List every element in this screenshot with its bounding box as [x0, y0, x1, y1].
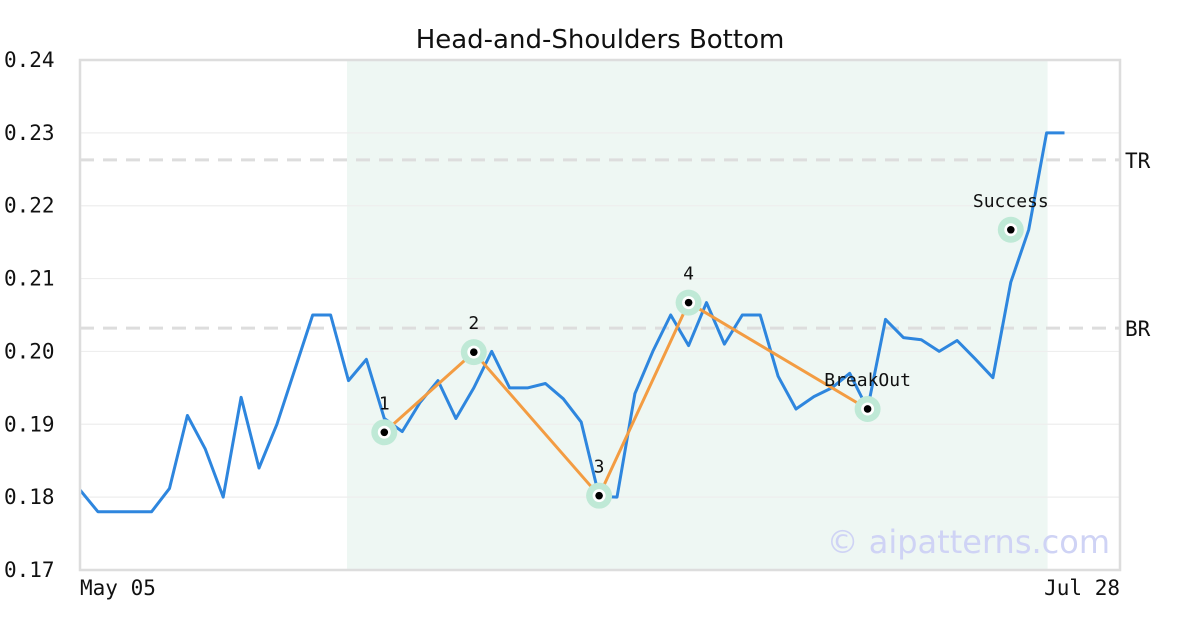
reference-line-label: TR [1125, 149, 1151, 173]
y-tick-label: 0.22 [4, 194, 55, 218]
watermark: © aipatterns.com [827, 523, 1110, 561]
y-tick-label: 0.21 [4, 267, 55, 291]
x-tick-label: Jul 28 [1044, 576, 1120, 600]
y-tick-label: 0.19 [4, 412, 55, 436]
point-marker [595, 491, 603, 500]
y-tick-label: 0.17 [4, 558, 55, 582]
pattern-shaded-region [347, 60, 1048, 570]
y-tick-label: 0.23 [4, 121, 55, 145]
pattern-points: 1 2 3 4 BreakOut Success [371, 191, 1049, 509]
point-marker [470, 348, 478, 356]
y-tick-label: 0.18 [4, 485, 55, 509]
point-marker [1007, 225, 1015, 234]
point-label: BreakOut [824, 370, 911, 391]
point-label: 4 [683, 264, 694, 285]
point-label: 3 [594, 457, 605, 478]
y-tick-label: 0.20 [4, 339, 55, 363]
x-axis-ticks: May 05 Jul 28 [80, 576, 1120, 600]
reference-lines: TR BR [80, 149, 1151, 341]
price-line [78, 131, 1065, 514]
y-axis-ticks: 0.17 0.18 0.19 0.20 0.21 0.22 0.23 0.24 [4, 48, 55, 582]
point-label: 2 [468, 313, 479, 334]
point-marker [684, 298, 693, 307]
point-marker [863, 405, 872, 413]
point-marker [380, 428, 389, 437]
chart-title: Head-and-Shoulders Bottom [416, 25, 785, 55]
plot-frame [78, 58, 1122, 572]
point-label: Success [973, 191, 1049, 212]
reference-line-label: BR [1125, 317, 1151, 341]
x-tick-label: May 05 [80, 576, 156, 600]
point-label: 1 [379, 393, 390, 414]
y-tick-label: 0.24 [4, 48, 55, 72]
